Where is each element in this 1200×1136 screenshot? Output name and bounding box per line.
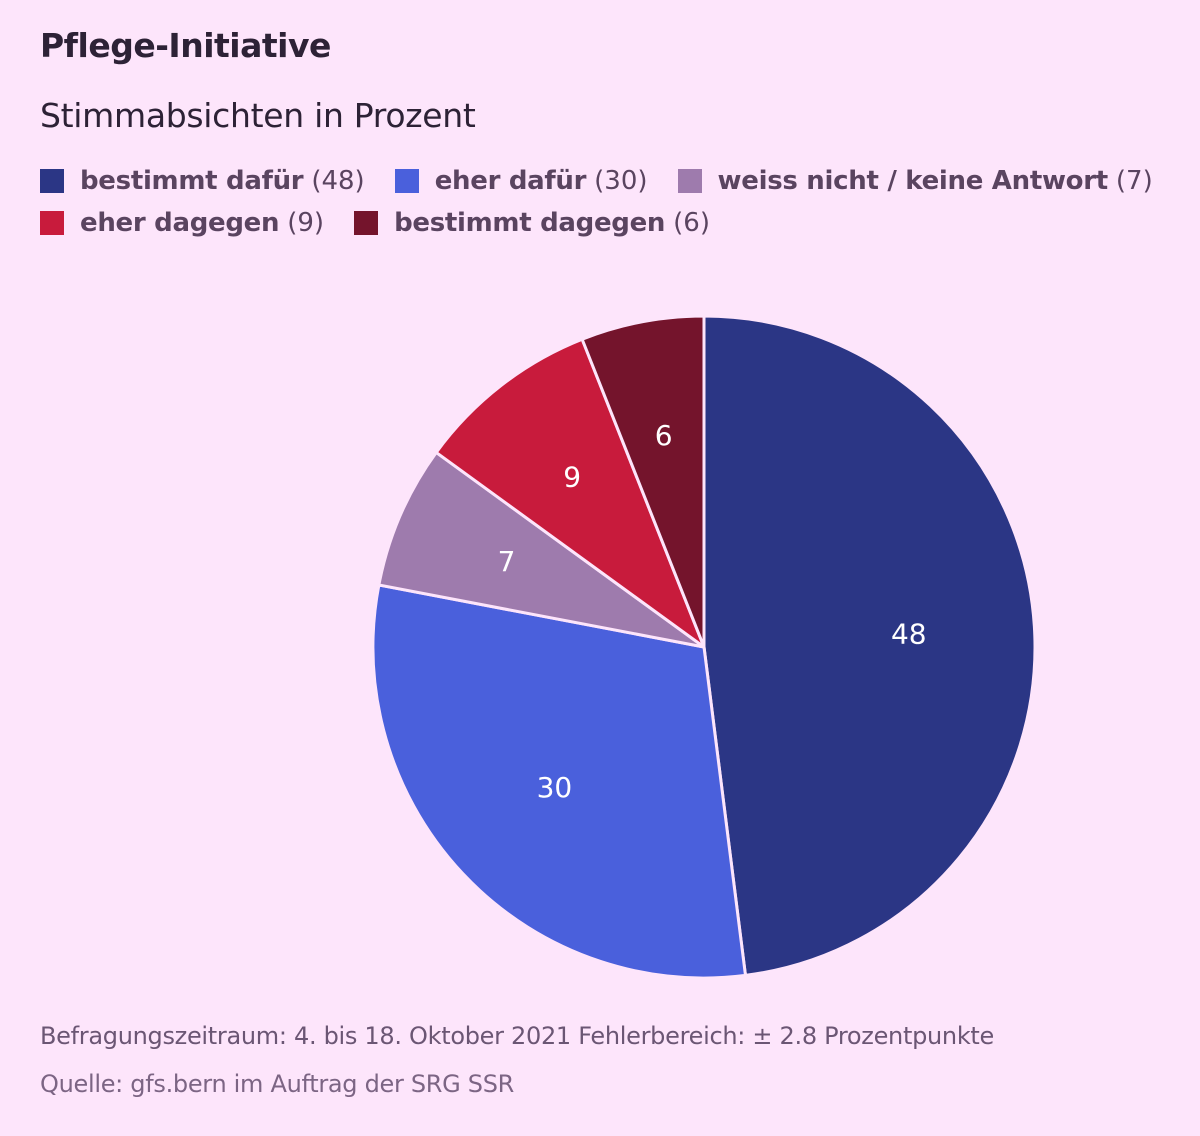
legend-value: (48) xyxy=(311,166,365,196)
legend-label: bestimmt dafür xyxy=(80,166,304,196)
legend-item-eher-dafuer: eher dafür (30) xyxy=(394,166,648,196)
legend-item-bestimmt-dafuer: bestimmt dafür (48) xyxy=(40,166,365,196)
legend-label: eher dagegen xyxy=(80,208,280,238)
legend-item-bestimmt-dagegen: bestimmt dagegen (6) xyxy=(354,208,710,238)
pie-chart: 48 30 7 9 6 xyxy=(371,314,1037,980)
legend-item-weiss-nicht: weiss nicht / keine Antwort (7) xyxy=(677,166,1153,196)
pie-slice-label-0: 48 xyxy=(891,618,927,651)
pie-slice-2 xyxy=(377,450,706,649)
pie-slice-label-4: 6 xyxy=(655,419,673,452)
legend-value: (9) xyxy=(287,208,325,238)
legend-swatch xyxy=(40,169,64,193)
legend-value: (7) xyxy=(1115,166,1153,196)
legend-swatch xyxy=(677,169,702,193)
pie-slice-label-2: 7 xyxy=(498,545,516,578)
chart-title: Pflege-Initiative xyxy=(40,26,331,65)
legend: bestimmt dafür (48) eher dafür (30) weis… xyxy=(40,166,1180,238)
legend-label: eher dafür xyxy=(434,166,587,196)
legend-swatch xyxy=(394,169,419,193)
legend-swatch xyxy=(40,211,64,235)
legend-value: (6) xyxy=(673,208,710,238)
legend-value: (30) xyxy=(594,166,648,196)
source-note: Quelle: gfs.bern im Auftrag der SRG SSR xyxy=(40,1070,515,1098)
pie-slice-label-3: 9 xyxy=(563,460,581,493)
pie-slice-4 xyxy=(580,314,706,649)
pie-slice-3 xyxy=(434,337,706,649)
pie-slice-label-1: 30 xyxy=(537,771,573,804)
legend-label: weiss nicht / keine Antwort xyxy=(717,166,1109,196)
legend-swatch xyxy=(354,211,379,235)
pie-slice-1 xyxy=(371,583,747,980)
pie-slice-0 xyxy=(702,314,1037,977)
legend-item-eher-dagegen: eher dagegen (9) xyxy=(40,208,324,238)
chart-subtitle: Stimmabsichten in Prozent xyxy=(40,96,476,135)
survey-period-note: Befragungszeitraum: 4. bis 18. Oktober 2… xyxy=(40,1022,995,1050)
legend-label: bestimmt dagegen xyxy=(394,208,666,238)
